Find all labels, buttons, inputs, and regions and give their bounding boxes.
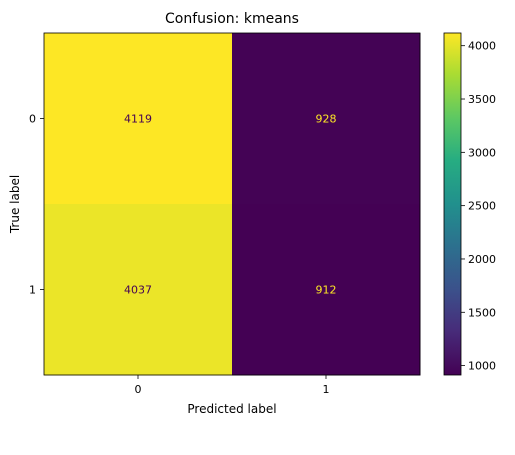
y-axis-ticks: 01 bbox=[29, 113, 44, 297]
heatmap-cells bbox=[44, 33, 421, 376]
heatmap-cell bbox=[44, 204, 233, 376]
x-tick-label: 1 bbox=[323, 383, 330, 396]
x-axis-label: Predicted label bbox=[187, 402, 276, 416]
colorbar-tick-label: 2000 bbox=[468, 253, 496, 266]
colorbar-ticks: 1000 1500 2000 2500 3000 3500 4000 bbox=[461, 40, 496, 373]
chart-title: Confusion: kmeans bbox=[165, 11, 299, 27]
colorbar-frame bbox=[443, 32, 462, 376]
colorbar bbox=[444, 33, 461, 375]
cell-value-label: 4119 bbox=[124, 113, 152, 126]
colorbar-tick-label: 1500 bbox=[468, 306, 496, 319]
cell-value-label: 4037 bbox=[124, 284, 152, 297]
colorbar-tick-label: 4000 bbox=[468, 40, 496, 53]
cell-value-label: 912 bbox=[316, 284, 337, 297]
cell-value-labels: 4119 928 4037 912 bbox=[124, 113, 337, 297]
y-tick-label: 1 bbox=[29, 284, 36, 297]
x-tick-label: 0 bbox=[135, 383, 142, 396]
cell-value-label: 928 bbox=[316, 113, 337, 126]
colorbar-tick-label: 3000 bbox=[468, 146, 496, 159]
colorbar-tick-label: 3500 bbox=[468, 93, 496, 106]
colorbar-tick-label: 2500 bbox=[468, 200, 496, 213]
colorbar-tick-label: 1000 bbox=[468, 360, 496, 373]
heatmap-cell bbox=[232, 33, 421, 205]
y-tick-label: 0 bbox=[29, 113, 36, 126]
heatmap-cell bbox=[232, 204, 421, 376]
heatmap-cell bbox=[44, 33, 233, 205]
plot-frame bbox=[43, 32, 421, 376]
y-axis-label: True label bbox=[8, 175, 22, 234]
